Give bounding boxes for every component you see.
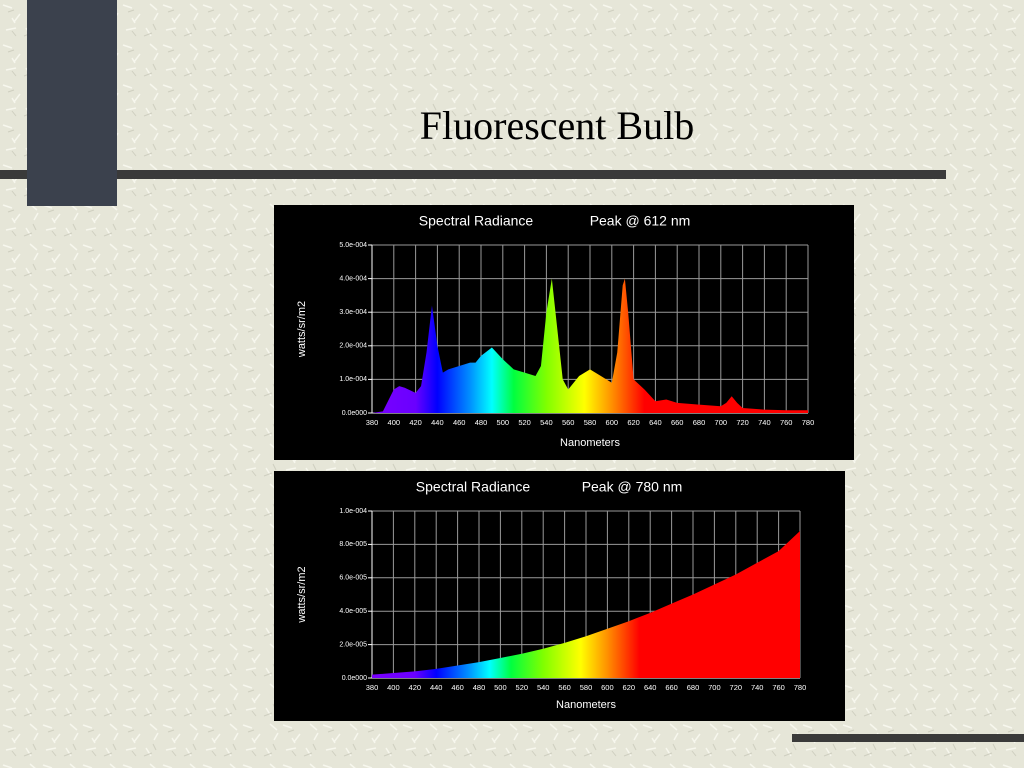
x-tick-label: 720 xyxy=(730,683,743,692)
x-tick-label: 720 xyxy=(736,418,749,427)
x-tick-label: 640 xyxy=(649,418,662,427)
x-tick-label: 640 xyxy=(644,683,657,692)
x-axis-label: Nanometers xyxy=(560,437,620,449)
x-tick-label: 780 xyxy=(794,683,807,692)
x-tick-label: 380 xyxy=(366,418,379,427)
x-axis-label: Nanometers xyxy=(556,699,616,711)
y-tick-label: 1.0e-004 xyxy=(339,376,367,383)
chart-title: Spectral Radiance xyxy=(416,479,531,495)
x-tick-label: 560 xyxy=(558,683,571,692)
x-tick-label: 780 xyxy=(802,418,815,427)
x-tick-label: 740 xyxy=(758,418,771,427)
x-tick-label: 380 xyxy=(366,683,379,692)
x-tick-label: 500 xyxy=(494,683,507,692)
x-tick-label: 400 xyxy=(388,418,401,427)
x-tick-label: 620 xyxy=(627,418,640,427)
x-tick-label: 580 xyxy=(580,683,593,692)
chart-subtitle: Peak @ 780 nm xyxy=(582,479,683,495)
x-tick-label: 440 xyxy=(431,418,444,427)
footer-rule xyxy=(792,734,1024,742)
x-tick-label: 620 xyxy=(623,683,636,692)
x-tick-label: 680 xyxy=(687,683,700,692)
slide-title: Fluorescent Bulb xyxy=(420,103,694,148)
x-tick-label: 480 xyxy=(473,683,486,692)
corner-block xyxy=(27,0,117,206)
x-tick-label: 760 xyxy=(780,418,793,427)
y-tick-label: 0.0e000 xyxy=(342,410,367,417)
spectrum-area xyxy=(372,531,800,678)
x-tick-label: 460 xyxy=(453,418,466,427)
y-tick-label: 2.0e-004 xyxy=(339,343,367,350)
y-tick-label: 4.0e-004 xyxy=(339,275,367,282)
header-rule xyxy=(0,170,946,179)
y-tick-label: 6.0e-005 xyxy=(339,575,367,582)
y-tick-label: 0.0e000 xyxy=(342,675,367,682)
x-tick-label: 520 xyxy=(518,418,531,427)
y-axis-label: watts/sr/m2 xyxy=(296,301,308,358)
x-tick-label: 400 xyxy=(387,683,400,692)
x-tick-label: 700 xyxy=(708,683,721,692)
chart-panel xyxy=(274,205,854,460)
y-axis-label: watts/sr/m2 xyxy=(296,566,308,623)
x-tick-label: 680 xyxy=(693,418,706,427)
y-tick-label: 1.0e-004 xyxy=(339,508,367,515)
x-tick-label: 660 xyxy=(665,683,678,692)
x-tick-label: 560 xyxy=(562,418,575,427)
y-tick-label: 2.0e-005 xyxy=(339,641,367,648)
x-tick-label: 760 xyxy=(772,683,785,692)
chart-title: Spectral Radiance xyxy=(419,213,534,229)
y-tick-label: 5.0e-004 xyxy=(339,242,367,249)
y-tick-label: 8.0e-005 xyxy=(339,541,367,548)
y-tick-label: 4.0e-005 xyxy=(339,608,367,615)
y-tick-label: 3.0e-004 xyxy=(339,309,367,316)
chart-subtitle: Peak @ 612 nm xyxy=(590,213,691,229)
x-tick-label: 540 xyxy=(537,683,550,692)
x-tick-label: 520 xyxy=(516,683,529,692)
x-tick-label: 440 xyxy=(430,683,443,692)
x-tick-label: 700 xyxy=(715,418,728,427)
x-tick-label: 540 xyxy=(540,418,553,427)
x-tick-label: 500 xyxy=(497,418,510,427)
x-tick-label: 580 xyxy=(584,418,597,427)
x-tick-label: 420 xyxy=(409,683,422,692)
spectrum-area xyxy=(372,278,808,413)
x-tick-label: 480 xyxy=(475,418,488,427)
x-tick-label: 600 xyxy=(601,683,614,692)
x-tick-label: 420 xyxy=(409,418,422,427)
x-tick-label: 740 xyxy=(751,683,764,692)
x-tick-label: 460 xyxy=(451,683,464,692)
x-tick-label: 600 xyxy=(606,418,619,427)
x-tick-label: 660 xyxy=(671,418,684,427)
